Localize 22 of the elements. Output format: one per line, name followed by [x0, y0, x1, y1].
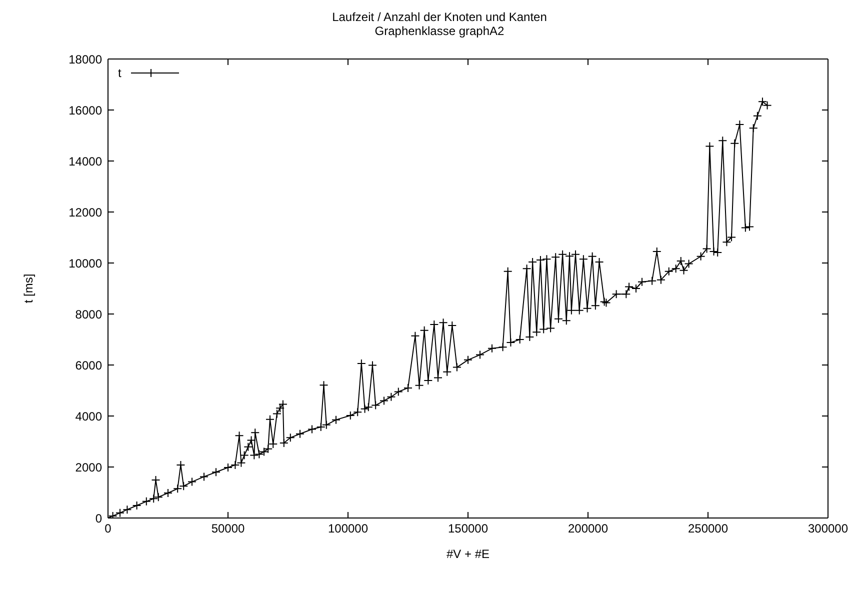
x-tick-label: 150000 [448, 522, 488, 536]
x-tick-label: 100000 [328, 522, 368, 536]
y-tick-label: 0 [95, 511, 102, 526]
y-tick-label: 10000 [68, 256, 102, 270]
chart-title: Laufzeit / Anzahl der Knoten und Kanten [331, 10, 548, 24]
y-tick-label: 14000 [68, 154, 102, 168]
y-tick-label: 12000 [68, 205, 102, 220]
y-tick-label: 8000 [75, 307, 102, 322]
x-axis-title: #V + #E [446, 547, 490, 561]
x-tick-label: 50000 [211, 522, 246, 536]
legend-label: t [118, 66, 122, 80]
x-tick-label: 0 [104, 522, 112, 536]
y-tick-label: 6000 [75, 358, 102, 372]
y-axis-title: t [ms] [21, 274, 36, 304]
x-tick-label: 250000 [688, 522, 728, 536]
x-tick-label: 300000 [808, 522, 848, 536]
y-tick-label: 18000 [68, 52, 102, 66]
y-tick-label: 2000 [75, 460, 102, 474]
y-tick-label: 4000 [75, 409, 102, 424]
y-tick-label: 16000 [68, 103, 102, 118]
x-tick-label: 200000 [568, 522, 608, 536]
chart-subtitle: Graphenklasse graphA2 [374, 24, 506, 38]
